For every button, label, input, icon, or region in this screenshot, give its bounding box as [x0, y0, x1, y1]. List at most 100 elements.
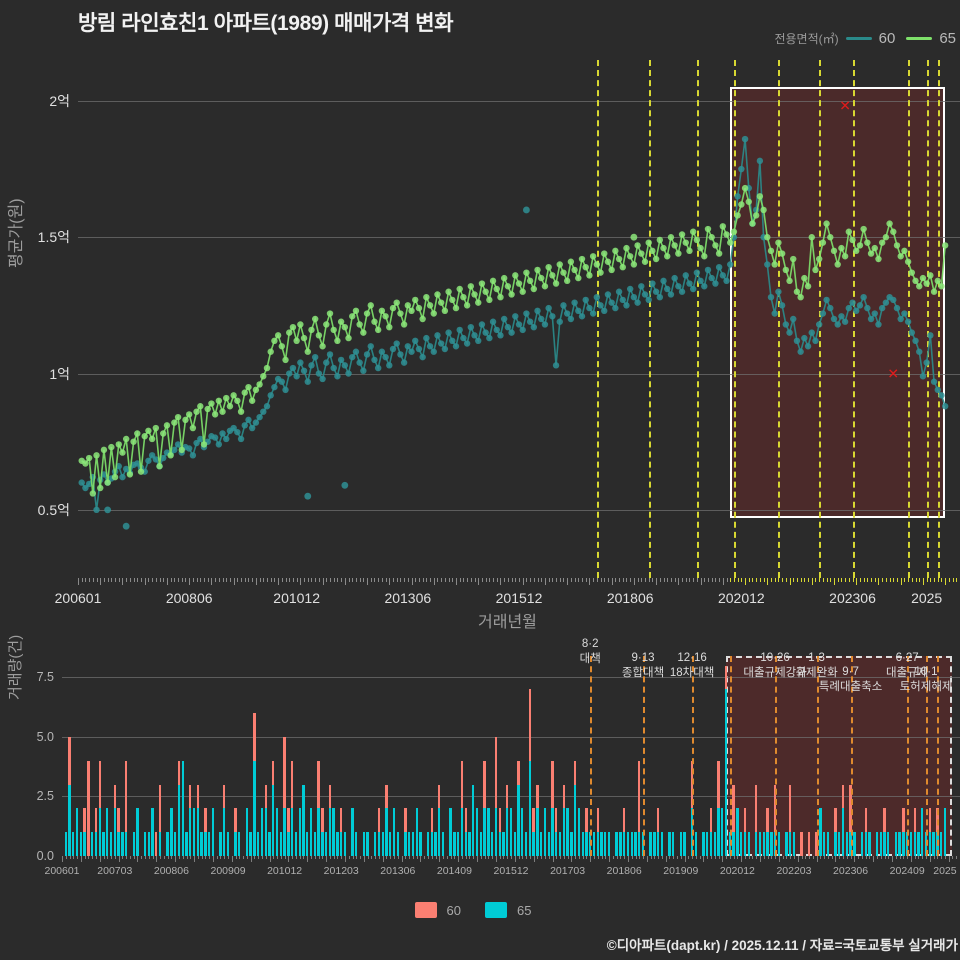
volume-bar-65 [404, 832, 407, 856]
price-point [252, 386, 260, 394]
price-chart-plot[interactable]: ✕ ✕ [78, 60, 960, 578]
x-minor-tick [704, 578, 706, 582]
volume-bar-65 [773, 832, 777, 856]
volume-bar-65 [75, 808, 79, 856]
volume-bar-65 [909, 832, 913, 856]
x-minor-tick-volume [107, 856, 109, 859]
price-point [786, 329, 793, 336]
x-minor-tick [745, 578, 747, 585]
x-minor-tick-volume [95, 856, 97, 859]
price-point [912, 337, 919, 345]
x-minor-tick-volume [114, 856, 116, 859]
price-point [256, 381, 263, 388]
price-point [137, 468, 145, 475]
volume-bar-60 [755, 784, 758, 833]
x-minor-tick-volume [473, 856, 475, 859]
volume-bar-65 [630, 832, 633, 856]
x-minor-tick-volume [703, 856, 705, 862]
x-minor-tick [689, 578, 691, 582]
price-point [119, 473, 126, 481]
volume-bar-65 [834, 832, 837, 856]
price-point [919, 373, 927, 380]
volume-bar-65 [826, 832, 830, 856]
volume-bar-65 [943, 808, 947, 856]
price-point [804, 283, 812, 290]
volume-bar-65 [287, 832, 290, 856]
x-minor-tick [730, 578, 732, 582]
price-point [626, 253, 634, 260]
volume-chart-plot[interactable] [62, 656, 960, 856]
volume-bar-65 [72, 832, 75, 856]
volume-bar-65 [577, 808, 581, 856]
x-minor-tick [222, 578, 224, 582]
x-minor-tick [548, 578, 550, 582]
price-point [686, 280, 693, 287]
volume-bar-65 [181, 760, 184, 856]
price-point [130, 438, 137, 445]
event-vline-volume [937, 656, 940, 856]
x-minor-tick [348, 578, 350, 582]
price-point [219, 408, 226, 415]
x-minor-tick [845, 578, 847, 582]
x-minor-tick [593, 578, 595, 582]
volume-bar-65 [91, 832, 94, 856]
x-minor-tick [229, 578, 231, 582]
price-point [160, 430, 167, 437]
x-minor-tick [126, 578, 128, 582]
x-minor-tick-volume [544, 856, 546, 859]
price-point [234, 428, 241, 436]
x-minor-tick-volume [590, 856, 592, 862]
x-minor-tick [344, 578, 346, 585]
x-minor-tick [822, 578, 824, 582]
x-tick-label-main: 201012 [273, 590, 320, 606]
x-minor-tick-volume [820, 856, 822, 859]
volume-bar-65 [494, 808, 498, 856]
price-point [408, 307, 415, 315]
price-point [204, 405, 211, 413]
price-point [267, 348, 274, 355]
x-minor-tick-volume [465, 856, 467, 859]
volume-bar-65 [83, 832, 86, 856]
price-point [634, 242, 641, 249]
price-point [356, 359, 363, 366]
x-minor-tick-volume [582, 856, 584, 859]
price-point [282, 386, 289, 394]
price-point [289, 323, 297, 331]
price-point [652, 255, 660, 263]
volume-bar-65 [143, 832, 147, 856]
event-vline-volume [590, 656, 593, 856]
x-minor-tick-volume [846, 856, 848, 859]
x-minor-tick-volume [224, 856, 226, 859]
event-annotation: 6·27 대출규제 [886, 652, 928, 680]
volume-bar-60 [158, 784, 162, 833]
x-minor-tick-volume [469, 856, 471, 859]
volume-bar-65 [438, 808, 441, 856]
volume-bar-65 [294, 832, 298, 856]
price-point [467, 283, 475, 290]
legend-swatch-60 [414, 902, 437, 918]
x-minor-tick-volume [292, 856, 294, 859]
x-minor-tick-volume [311, 856, 313, 859]
x-minor-tick [530, 578, 532, 582]
x-minor-tick [919, 578, 921, 582]
price-point [875, 321, 882, 328]
y-tick-label-main: 2억 [49, 92, 70, 109]
price-point [563, 277, 571, 285]
volume-bar-60 [328, 784, 332, 809]
price-point [612, 304, 619, 312]
volume-bar-65 [117, 832, 120, 856]
price-point [538, 315, 545, 323]
x-minor-tick-volume [778, 856, 780, 862]
price-point [260, 373, 267, 380]
price-point [586, 272, 593, 279]
legend-area-volume: 60 65 [0, 902, 960, 918]
volume-bar-65 [136, 808, 139, 856]
price-point [282, 356, 289, 364]
volume-bar-65 [415, 808, 418, 856]
volume-bar-65 [702, 832, 705, 856]
volume-bar-65 [309, 808, 313, 856]
price-point [875, 255, 882, 263]
legend-swatch-65 [485, 902, 507, 918]
volume-bar-60 [321, 808, 324, 833]
